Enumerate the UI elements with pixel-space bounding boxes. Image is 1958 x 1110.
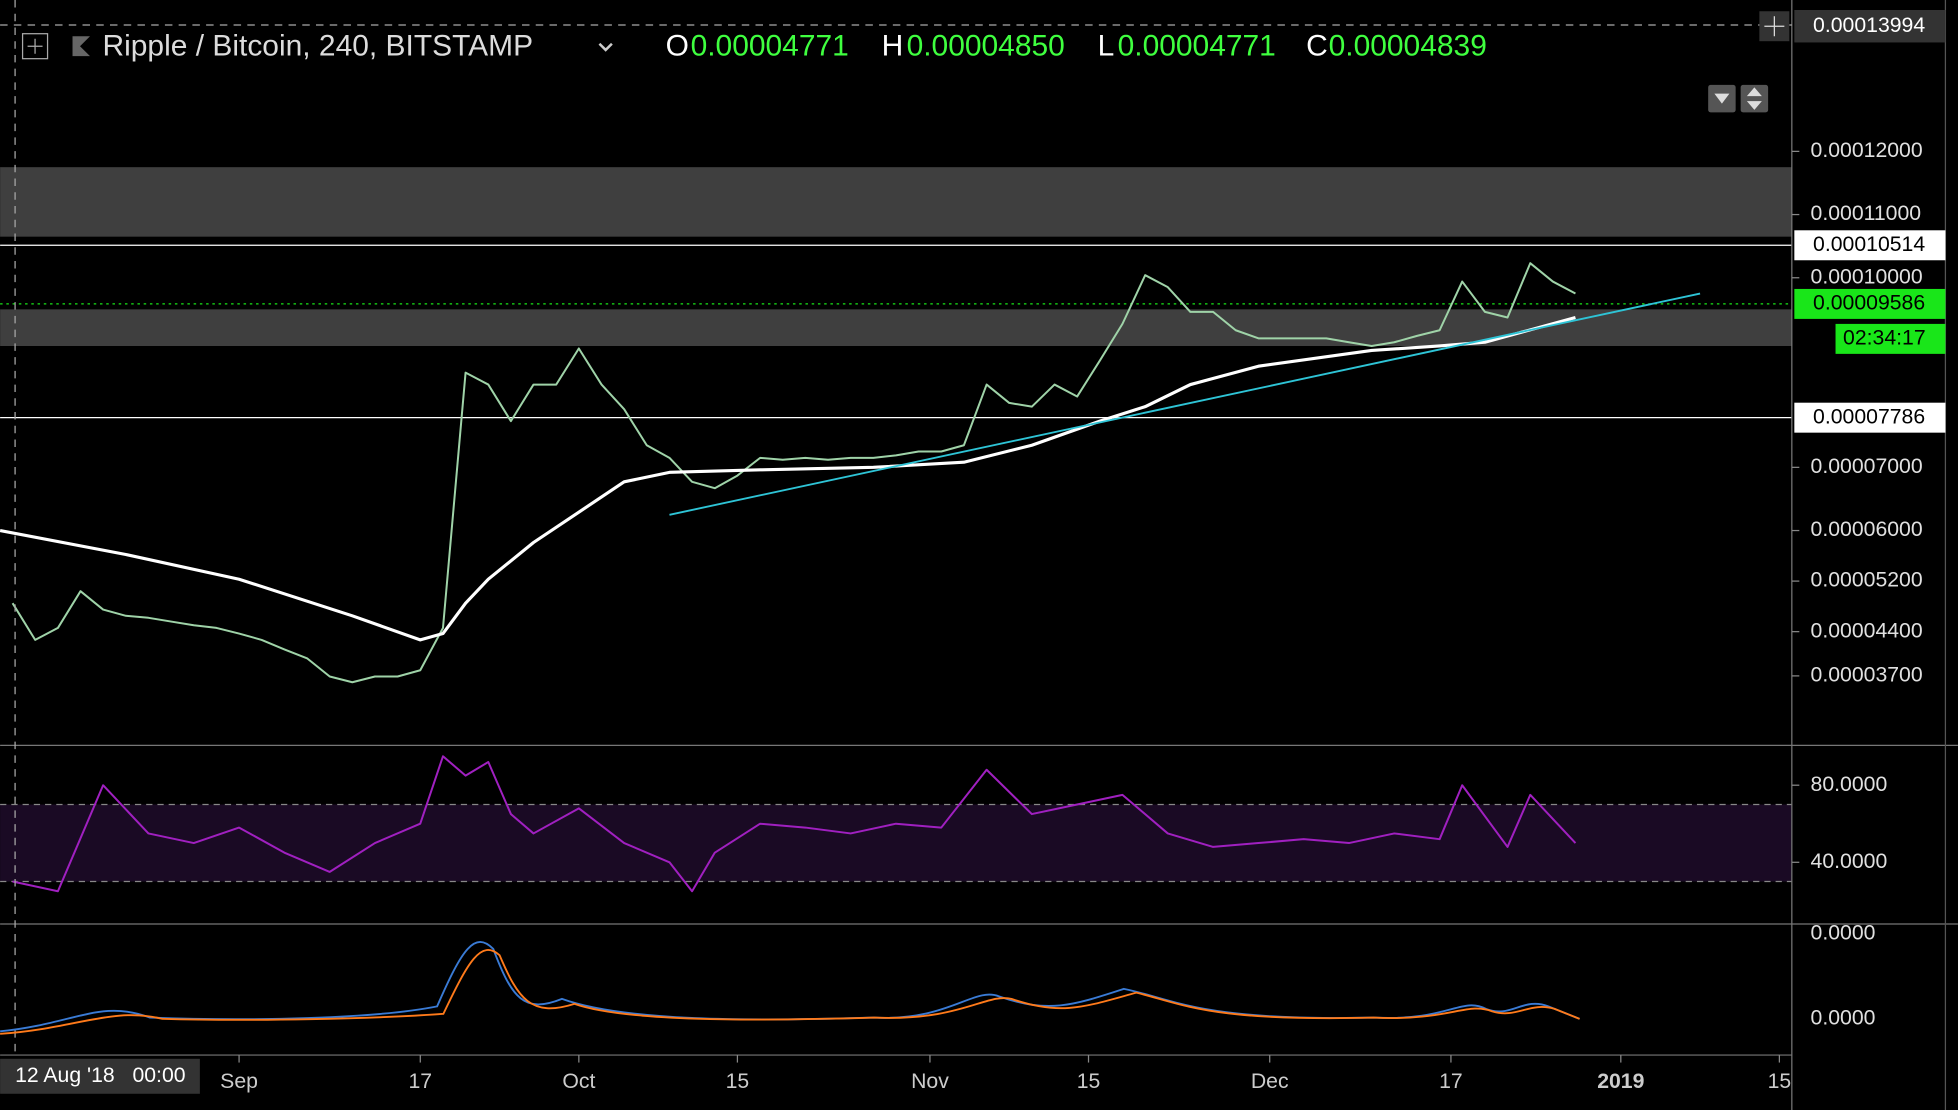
button-icon <box>1764 16 1785 37</box>
plot-layer <box>0 167 1792 893</box>
dropdown-caret[interactable] <box>598 42 613 52</box>
ohlc-value: 0.00004771 <box>1118 29 1276 62</box>
crosshair-time: 00:00 <box>132 1064 185 1087</box>
expand-icon-plus <box>27 38 43 54</box>
crosshair-date-box <box>0 1058 200 1094</box>
expand-icon[interactable] <box>21 33 49 60</box>
y-tick-label: 0.00012000 <box>1811 139 1923 162</box>
y-tick-label: 0.00003700 <box>1811 664 1923 687</box>
x-tick-label: Dec <box>1251 1070 1289 1093</box>
scroll-updown-button[interactable] <box>1740 84 1769 113</box>
countdown-tag <box>1835 323 1946 354</box>
y-tick-label: 0.00011000 <box>1811 202 1922 225</box>
x-tick-label: 15 <box>1077 1070 1101 1093</box>
y-tick-label: 0.00006000 <box>1811 518 1923 541</box>
ohlc-key: L <box>1098 29 1115 62</box>
crosshair-price: 0.00013994 <box>1813 14 1925 37</box>
crosshair-price-box <box>1794 9 1946 43</box>
countdown-label: 02:34:17 <box>1843 326 1926 349</box>
x-tick-label: 15 <box>726 1070 750 1093</box>
price-line <box>11 262 1576 684</box>
price-level-tag <box>1794 288 1946 319</box>
price-level-label: 0.00009586 <box>1813 292 1925 315</box>
x-tick-label: 15 <box>1768 1070 1792 1093</box>
price-level-label: 0.00007786 <box>1813 405 1925 428</box>
price-level-tag <box>1794 230 1946 261</box>
x-tick-label: 17 <box>408 1070 432 1093</box>
rsi-band <box>0 804 1792 882</box>
y-tick-label: 0.00010000 <box>1811 265 1923 288</box>
button-icon <box>1714 93 1730 104</box>
macd-tick-label: 0.0000 <box>1811 1006 1876 1029</box>
symbol-title[interactable]: Ripple / Bitcoin, 240, BITSTAMP <box>102 29 533 62</box>
ohlc-key: H <box>882 29 904 62</box>
button-icon <box>1746 87 1762 110</box>
x-tick-label: 17 <box>1439 1070 1463 1093</box>
x-tick-label: Oct <box>562 1070 595 1093</box>
x-tick-label: Nov <box>911 1070 949 1093</box>
y-tick-label: 0.00004400 <box>1811 619 1923 642</box>
x-tick-label: 2019 <box>1597 1070 1644 1093</box>
macd-tick-label: 0.0000 <box>1811 922 1876 945</box>
moving-average <box>0 316 1576 642</box>
y-tick-label: 0.00005200 <box>1811 569 1923 592</box>
ohlc-key: O <box>666 29 689 62</box>
macd-signal-line <box>0 949 1580 1035</box>
price-level-label: 0.00010514 <box>1813 233 1925 256</box>
rsi-line <box>12 755 1577 893</box>
crosshair-date: 12 Aug '18 <box>15 1064 115 1087</box>
symbol-icon <box>72 36 91 57</box>
ohlc-value: 0.00004850 <box>907 29 1065 62</box>
price-zone <box>0 309 1792 347</box>
y-tick-label: 40.0000 <box>1811 850 1888 873</box>
ohlc-value: 0.00004771 <box>691 29 849 62</box>
y-tick-label: 80.0000 <box>1811 773 1888 796</box>
trendline <box>669 292 1701 516</box>
y-tick-label: 0.00007000 <box>1811 455 1923 478</box>
price-level-tag <box>1794 402 1946 433</box>
ohlc-key: C <box>1306 29 1328 62</box>
x-tick-label: Sep <box>220 1070 258 1093</box>
price-zone <box>0 167 1792 237</box>
ohlc-value: 0.00004839 <box>1329 29 1487 62</box>
